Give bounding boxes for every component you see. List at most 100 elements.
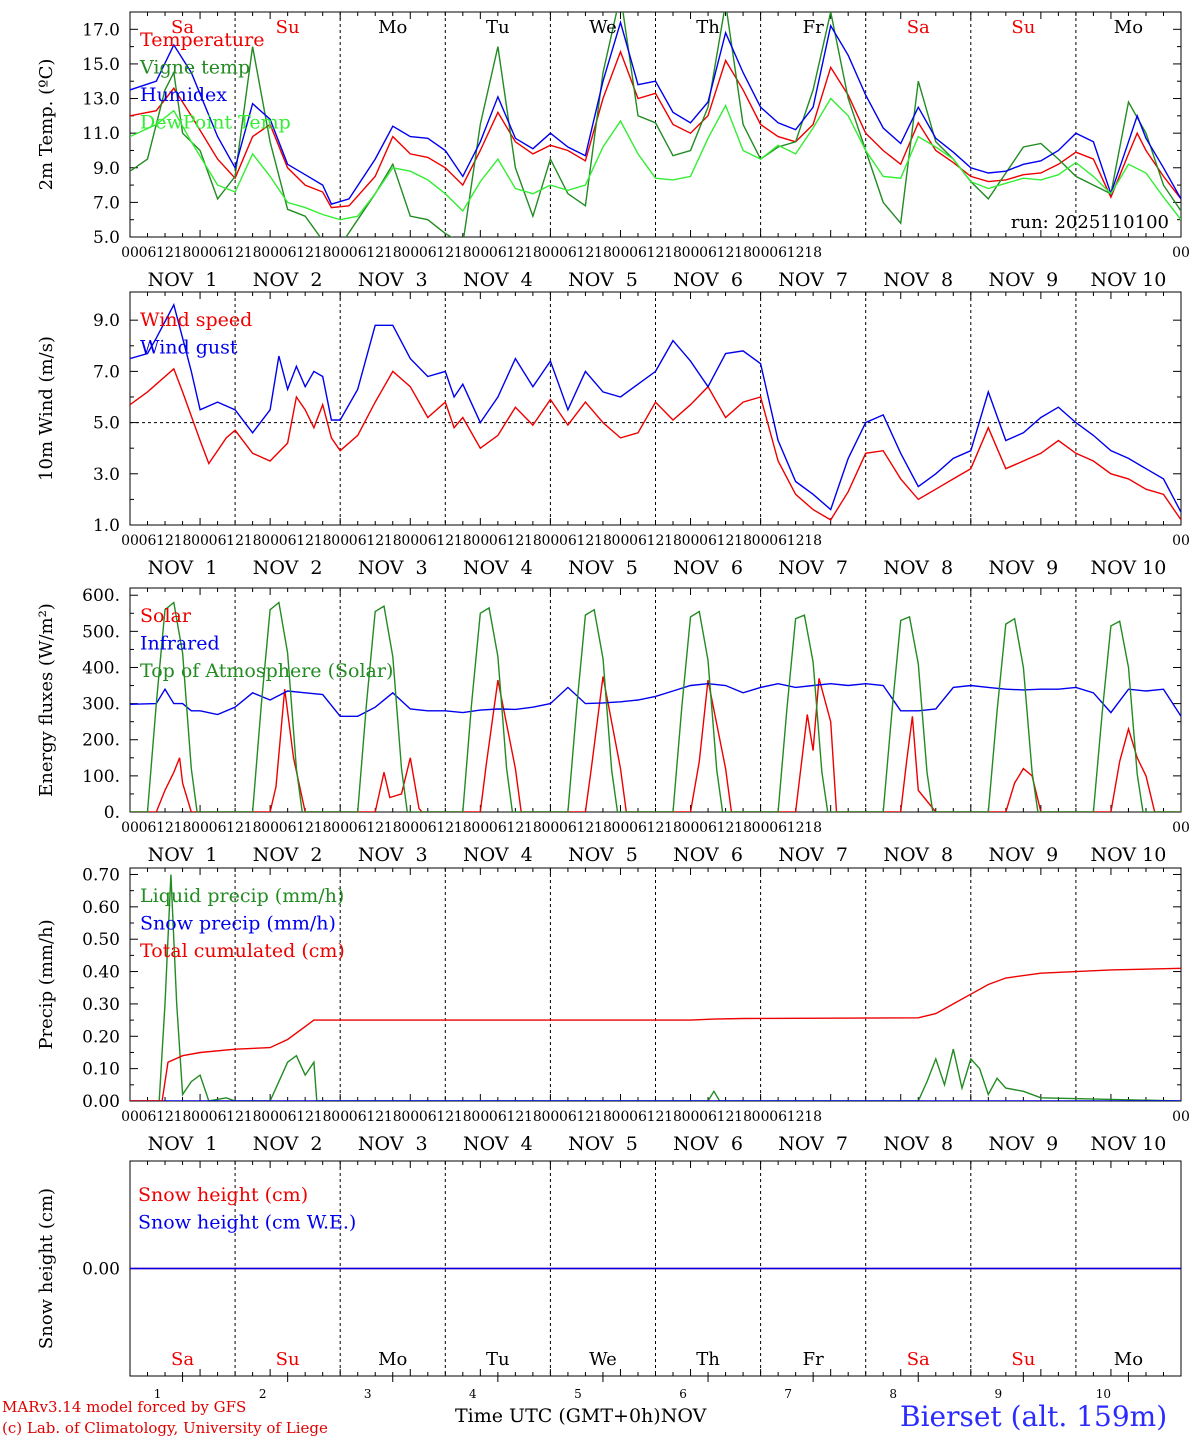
panel2-date-label: NOV 6: [673, 557, 743, 579]
panel2-hour-label: 00: [121, 533, 139, 549]
panel1-hour-label: 12: [296, 245, 314, 261]
panel4-hour-label: 06: [629, 1109, 647, 1125]
panel1-y-tick-label: 11.0: [82, 124, 120, 144]
panel1-y-tick-label: 17.0: [82, 20, 120, 40]
panel5-day-number: 3: [364, 1387, 372, 1401]
panel4-hour-label: 12: [156, 1109, 174, 1125]
panel1-series-dewpoint-temp: [130, 97, 1181, 221]
panel4-y-tick-label: 0.10: [82, 1060, 120, 1080]
panel1-hour-label: 00: [612, 245, 630, 261]
panel2-hour-label: 06: [279, 533, 297, 549]
panel4-hour-label: 18: [594, 1109, 612, 1125]
panel3-hour-label: 00: [261, 820, 279, 836]
panel3-y-tick-label: 300.: [82, 695, 120, 715]
panel2-y-tick-label: 5.0: [93, 414, 120, 434]
panel2-hour-label: 06: [419, 533, 437, 549]
station-label: Bierset (alt. 159m): [900, 1400, 1168, 1433]
panel1-hour-label: 06: [349, 245, 367, 261]
panel2-hour-label: 18: [174, 533, 192, 549]
panel5-day-number: 6: [679, 1387, 687, 1401]
panel3-hour-label: 18: [524, 820, 542, 836]
panel4-hour-label: 06: [699, 1109, 717, 1125]
panel5-day-number: 8: [889, 1387, 897, 1401]
panel2-hour-label: 00: [401, 533, 419, 549]
panel1-hour-label: 18: [314, 245, 332, 261]
panel4-legend-entry: Snow precip (mm/h): [140, 913, 336, 935]
panel1-date-label: NOV 6: [673, 269, 743, 291]
panel3-hour-label: 00: [752, 820, 770, 836]
panel4-hour-label: 18: [524, 1109, 542, 1125]
panel1-hour-label: 00: [471, 245, 489, 261]
panel4-hour-label: 12: [226, 1109, 244, 1125]
panel4-hour-label: 12: [296, 1109, 314, 1125]
panel1-y-tick-label: 5.0: [93, 228, 120, 248]
panel2-date-label: NOV 7: [778, 557, 848, 579]
panel1-hour-label: 06: [769, 245, 787, 261]
panel3-hour-label: 00: [471, 820, 489, 836]
panel1-weekday-label: Su: [276, 17, 300, 38]
panel1-date-label: NOV 1: [148, 269, 218, 291]
panel2-series-wind-gust: [130, 302, 1181, 513]
panel2-hour-label: 00: [471, 533, 489, 549]
panel3-hour-label: 06: [139, 820, 157, 836]
panel5-weekday-label: We: [589, 1349, 617, 1370]
panel4-hour-label: 18: [664, 1109, 682, 1125]
panel5-weekday-label: Tu: [486, 1349, 510, 1370]
panel3-hour-label: 06: [209, 820, 227, 836]
panel2-date-label: NOV 2: [253, 557, 323, 579]
panel2-hour-label: 18: [594, 533, 612, 549]
panel3-hour-label: 00: [331, 820, 349, 836]
panel2-hour-label: 12: [647, 533, 665, 549]
panel4-hour-label: 18: [244, 1109, 262, 1125]
panel4-hour-label: 06: [209, 1109, 227, 1125]
panel3-y-tick-label: 100.: [82, 767, 120, 787]
panel1-weekday-label: We: [589, 17, 617, 38]
panel4-y-tick-label: 0.60: [82, 898, 120, 918]
panel1-y-axis-title: 2m Temp. (ºC): [36, 59, 57, 191]
panel1-hour-label: 18: [524, 245, 542, 261]
panel2-date-label: NOV 10: [1091, 557, 1167, 579]
panel1-hour-label: 18: [804, 245, 822, 261]
panel2-date-label: NOV 3: [358, 557, 428, 579]
panel4-y-tick-label: 0.00: [82, 1092, 120, 1112]
panel3-hour-label: 00: [1172, 820, 1190, 836]
panel4-y-tick-label: 0.30: [82, 995, 120, 1015]
panel3-hour-label: 12: [226, 820, 244, 836]
panel1-date-label: NOV 5: [568, 269, 638, 291]
panel2-date-label: NOV 9: [988, 557, 1058, 579]
panel1-hour-label: 00: [261, 245, 279, 261]
panel4-hour-label: 12: [647, 1109, 665, 1125]
panel4-hour-label: 00: [471, 1109, 489, 1125]
panel3-hour-label: 18: [454, 820, 472, 836]
panel3-hour-label: 18: [664, 820, 682, 836]
panel1-y-tick-label: 15.0: [82, 55, 120, 75]
panel2-hour-label: 00: [1172, 533, 1190, 549]
panel5-y-axis-title: Snow height (cm): [36, 1188, 57, 1349]
panel4-date-label: NOV 5: [568, 1133, 638, 1155]
panel1-weekday-label: Mo: [378, 17, 407, 38]
panel4-hour-label: 06: [419, 1109, 437, 1125]
panel2-hour-label: 00: [191, 533, 209, 549]
panel2-hour-label: 18: [244, 533, 262, 549]
panel3-date-label: NOV 10: [1091, 844, 1167, 866]
panel5-legend-entry: Snow height (cm): [138, 1184, 308, 1206]
panel1-y-tick-label: 7.0: [93, 193, 120, 213]
panel1-hour-label: 18: [454, 245, 472, 261]
panel1-legend-entry: Humidex: [140, 84, 227, 106]
panel4-y-axis-title: Precip (mm/h): [36, 919, 57, 1049]
panel5-day-number: 2: [259, 1387, 267, 1401]
panel5-day-number: 10: [1096, 1387, 1111, 1401]
panel2-legend-entry: Wind gust: [140, 337, 238, 359]
panel4-hour-label: 18: [734, 1109, 752, 1125]
panel3-hour-label: 06: [349, 820, 367, 836]
panel1-hour-label: 12: [787, 245, 805, 261]
panel3-frame: [129, 587, 1182, 813]
panel1-hour-label: 00: [1172, 245, 1190, 261]
panel1-y-tick-label: 13.0: [82, 90, 120, 110]
panel1-hour-label: 00: [191, 245, 209, 261]
panel4-hour-label: 06: [349, 1109, 367, 1125]
panel1-weekday-label: Tu: [486, 17, 510, 38]
panel4-hour-label: 06: [769, 1109, 787, 1125]
panel1-hour-label: 00: [401, 245, 419, 261]
panel4-hour-label: 00: [401, 1109, 419, 1125]
